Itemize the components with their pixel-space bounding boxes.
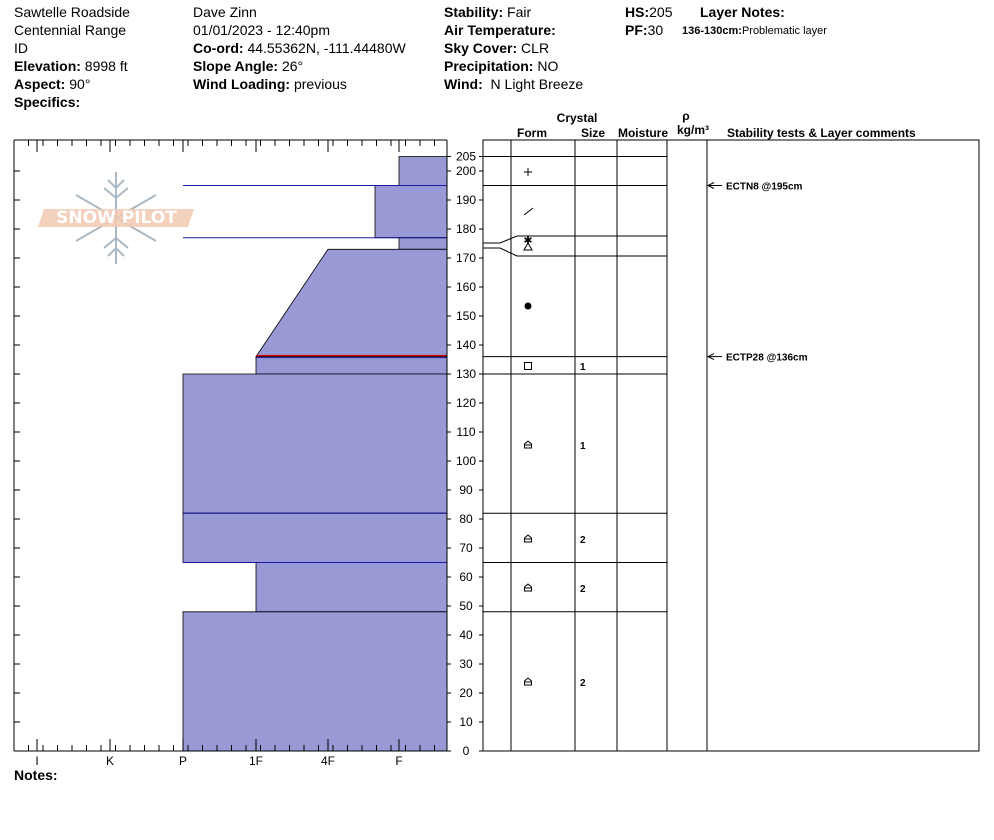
crystal-form-symbol bbox=[524, 302, 532, 310]
layer-connector bbox=[483, 235, 518, 244]
y-tick-label: 10 bbox=[459, 715, 473, 729]
stability-test-label: ECTN8 @195cm bbox=[726, 182, 803, 193]
stability-test-label: ECTP28 @136cm bbox=[726, 353, 808, 364]
hardness-label: F bbox=[395, 754, 402, 768]
y-tick-label: 130 bbox=[456, 367, 476, 381]
crystal-form-symbol: ✱ bbox=[523, 235, 533, 251]
crystal-form-symbol bbox=[523, 207, 534, 216]
hardness-profile bbox=[182, 156, 448, 752]
hardness-label: P bbox=[179, 754, 187, 768]
crystal-form-symbol bbox=[523, 207, 534, 216]
y-tick-label: 140 bbox=[456, 338, 476, 352]
crystal-form-symbol bbox=[524, 362, 532, 370]
density-unit: kg/m³ bbox=[677, 123, 709, 137]
y-tick-label: 190 bbox=[456, 193, 476, 207]
y-tick-label: 160 bbox=[456, 280, 476, 294]
coordinates: Co-ord: 44.55362N, -111.44480W bbox=[193, 40, 406, 56]
density-rho: ρ bbox=[682, 109, 689, 123]
y-tick-label: 90 bbox=[459, 483, 473, 497]
y-tick-label: 80 bbox=[459, 512, 473, 526]
crystal-form-symbol bbox=[524, 168, 532, 176]
sky-cover: Sky Cover: CLR bbox=[444, 40, 550, 56]
aspect: Aspect: 90° bbox=[14, 76, 91, 92]
crystal-size: 1 bbox=[580, 362, 586, 373]
state: ID bbox=[14, 40, 28, 56]
y-tick-label: 180 bbox=[456, 222, 476, 236]
size-header: Size bbox=[581, 126, 605, 140]
crystal-size: 2 bbox=[580, 535, 586, 546]
crystal-form-symbol bbox=[524, 440, 532, 449]
hardness-label: I bbox=[35, 754, 38, 768]
y-tick-label: 150 bbox=[456, 309, 476, 323]
crystal-form-symbol bbox=[524, 362, 532, 370]
y-tick-label: 30 bbox=[459, 657, 473, 671]
crystal-size: 2 bbox=[580, 678, 586, 689]
hardness-layer-0 bbox=[398, 156, 448, 186]
hardness-label: 1F bbox=[249, 754, 263, 768]
hs: HS:205 bbox=[625, 4, 673, 20]
crystal-size: 1 bbox=[580, 441, 586, 452]
notes-label: Notes: bbox=[14, 767, 58, 783]
form-header: Form bbox=[517, 126, 547, 140]
crystal-form-symbol bbox=[524, 534, 532, 543]
layer-note: 136-130cm:Problematic layer bbox=[682, 25, 827, 37]
y-tick-label: 50 bbox=[459, 599, 473, 613]
y-tick-label: 40 bbox=[459, 628, 473, 642]
precipitation: Precipitation: NO bbox=[444, 58, 559, 74]
layer-table-frame bbox=[482, 139, 980, 752]
y-tick-label: 110 bbox=[456, 425, 475, 439]
elevation: Elevation: 8998 ft bbox=[14, 58, 128, 74]
y-tick-label: 205 bbox=[456, 150, 476, 164]
layer-connector bbox=[483, 247, 518, 257]
location: Sawtelle Roadside bbox=[14, 4, 130, 20]
hardness-layer-1 bbox=[374, 185, 448, 239]
wind: Wind: N Light Breeze bbox=[444, 76, 584, 92]
datetime: 01/01/2023 - 12:40pm bbox=[193, 22, 330, 38]
y-tick-label: 20 bbox=[459, 686, 473, 700]
moisture-header: Moisture bbox=[618, 126, 668, 140]
hardness-layer-4 bbox=[255, 356, 448, 375]
snowpilot-logo: SNOW PILOT bbox=[34, 168, 199, 268]
y-tick-label: 170 bbox=[456, 251, 476, 265]
test-arrowhead bbox=[706, 182, 715, 189]
y-tick-label: 100 bbox=[456, 454, 476, 468]
hardness-label: 4F bbox=[321, 754, 335, 768]
hardness-layer-5 bbox=[182, 373, 448, 514]
crystal-form-symbol bbox=[524, 583, 532, 592]
logo-text: SNOW PILOT bbox=[56, 208, 177, 228]
layer-notes-title: Layer Notes: bbox=[700, 4, 785, 20]
hardness-layer-7 bbox=[255, 562, 448, 613]
hardness-layer-2 bbox=[398, 237, 448, 250]
y-tick-label: 60 bbox=[459, 570, 473, 584]
hardness-label: K bbox=[106, 754, 114, 768]
hardness-layer-8 bbox=[182, 611, 448, 752]
crystal-form-symbol bbox=[523, 241, 533, 251]
crystal-form-symbol: ✱ bbox=[523, 235, 532, 247]
crystal-form-symbol bbox=[524, 677, 532, 686]
slope-angle: Slope Angle: 26° bbox=[193, 58, 304, 74]
comments-header: Stability tests & Layer comments bbox=[727, 126, 916, 140]
range: Centennial Range bbox=[14, 22, 127, 38]
y-tick-label: 120 bbox=[456, 396, 476, 410]
y-tick-label: 0 bbox=[463, 744, 470, 758]
specifics: Specifics: bbox=[14, 94, 81, 110]
y-tick-label: 70 bbox=[459, 541, 473, 555]
hardness-layer-3 bbox=[255, 248, 448, 358]
test-arrowhead bbox=[706, 353, 715, 361]
y-tick-label: 200 bbox=[456, 164, 476, 178]
pf: PF:30 bbox=[625, 22, 664, 38]
air-temperature: Air Temperature: bbox=[444, 22, 556, 38]
crystal-form-symbol bbox=[524, 302, 532, 310]
crystal-header: Crystal bbox=[557, 111, 598, 125]
crystal-size: 2 bbox=[580, 584, 586, 595]
hardness-layer-6 bbox=[182, 512, 448, 563]
wind-loading: Wind Loading: previous bbox=[193, 76, 347, 92]
observer: Dave Zinn bbox=[193, 4, 257, 20]
stability: Stability: Fair bbox=[444, 4, 532, 20]
